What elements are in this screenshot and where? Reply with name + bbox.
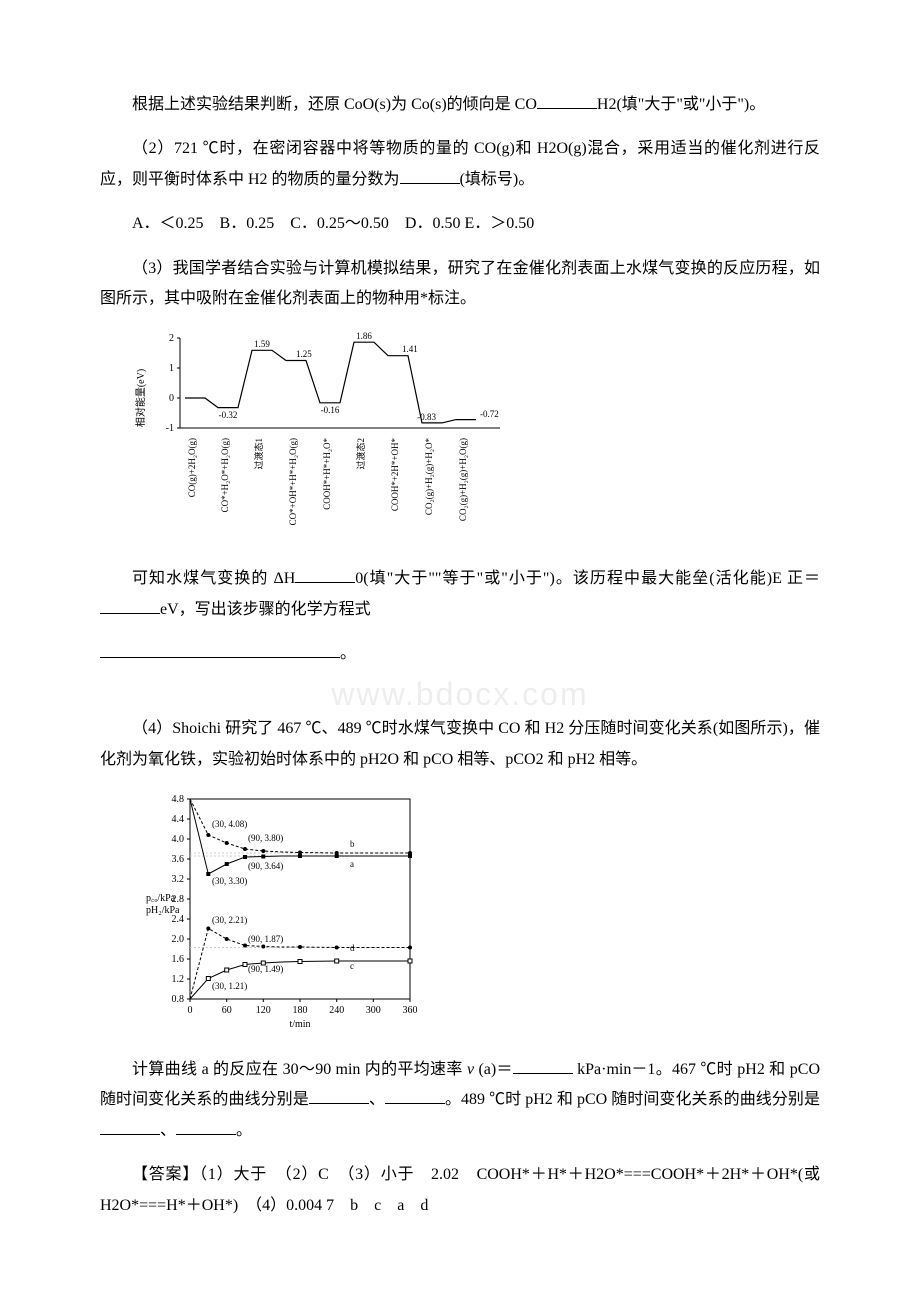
watermark: www.bdocx.com xyxy=(100,664,820,725)
svg-text:1.41: 1.41 xyxy=(402,344,418,354)
pressure-time-chart: 0.8 1.2 1.6 2.0 2.4 2.8 3.2 3.6 4.0 4.4 … xyxy=(140,789,440,1049)
chart1-ylabel: 相对能量(eV) xyxy=(134,369,147,427)
svg-text:CO(g)+2H₂O(g): CO(g)+2H₂O(g) xyxy=(187,438,197,497)
blank-5 xyxy=(100,641,340,658)
p4-text: （3）我国学者结合实验与计算机模拟结果，研究了在金催化剂表面上水煤气变换的反应历… xyxy=(100,260,820,307)
svg-text:(30, 3.30): (30, 3.30) xyxy=(212,876,247,886)
p7b: (a)＝ xyxy=(478,1061,512,1078)
p7d: 。489 ℃时 pH2 和 pCO 随时间变化关系的曲线分别是 xyxy=(445,1091,820,1108)
svg-text:4.4: 4.4 xyxy=(172,814,185,825)
svg-text:1.6: 1.6 xyxy=(172,954,185,965)
svg-text:(90, 3.64): (90, 3.64) xyxy=(248,861,283,871)
svg-text:-0.16: -0.16 xyxy=(321,405,340,415)
svg-text:120: 120 xyxy=(256,1005,271,1016)
answer-text: 【答案】（1）大于 （2）C （3）小于 2.02 COOH*＋H*＋H2O*=… xyxy=(100,1166,820,1213)
svg-text:3.2: 3.2 xyxy=(172,874,185,885)
svg-text:1.25: 1.25 xyxy=(296,349,312,359)
p1-post: H2(填"大于"或"小于")。 xyxy=(597,96,765,113)
chart2-ylabel2: pH₂/kPa xyxy=(146,905,180,916)
svg-text:COOH*+H*+H₂O*: COOH*+H*+H₂O* xyxy=(322,438,332,510)
paragraph-2: （2）721 ℃时，在密闭容器中将等物质的量的 CO(g)和 H2O(g)混合，… xyxy=(100,134,820,195)
watermark-text: www.bdocx.com xyxy=(331,676,588,712)
svg-text:0.8: 0.8 xyxy=(172,994,185,1005)
svg-text:300: 300 xyxy=(366,1005,381,1016)
p1-pre: 根据上述实验结果判断，还原 CoO(s)为 Co(s)的倾向是 CO xyxy=(132,96,537,113)
p2-tail: (填标号)。 xyxy=(460,171,535,188)
blank-6 xyxy=(513,1057,573,1074)
svg-text:(90, 3.80): (90, 3.80) xyxy=(248,833,283,843)
svg-text:180: 180 xyxy=(293,1005,308,1016)
options: A．＜0.25 B．0.25 C．0.25～0.50 D．0.50 E．＞0.5… xyxy=(132,215,534,232)
blank-9 xyxy=(100,1118,160,1135)
svg-text:360: 360 xyxy=(403,1005,418,1016)
blank-10 xyxy=(176,1118,236,1135)
svg-text:1.59: 1.59 xyxy=(254,339,270,349)
p7a: 计算曲线 a 的反应在 30～90 min 内的平均速率 xyxy=(132,1061,463,1078)
svg-text:(30, 1.21): (30, 1.21) xyxy=(212,981,247,991)
svg-text:3.6: 3.6 xyxy=(172,854,185,865)
svg-text:过渡态2: 过渡态2 xyxy=(355,438,366,470)
paragraph-4: （3）我国学者结合实验与计算机模拟结果，研究了在金催化剂表面上水煤气变换的反应历… xyxy=(100,254,820,315)
svg-text:CO₂(g)+H₂(g)+H₂O(g): CO₂(g)+H₂(g)+H₂O(g) xyxy=(458,438,468,521)
svg-text:(30, 2.21): (30, 2.21) xyxy=(212,915,247,925)
svg-text:t/min: t/min xyxy=(289,1019,310,1030)
svg-text:-0.72: -0.72 xyxy=(480,409,499,419)
p5c: eV，写出该步骤的化学方程式 xyxy=(160,601,371,618)
blank-1 xyxy=(537,92,597,109)
svg-text:1.86: 1.86 xyxy=(356,331,372,341)
p7f: 。 xyxy=(236,1122,252,1139)
chart2-ylabel1: p꜀ₒ/kPa xyxy=(146,893,176,904)
p5tail: 。 xyxy=(340,645,356,662)
page: 根据上述实验结果判断，还原 CoO(s)为 Co(s)的倾向是 CO H2(填"大… xyxy=(0,0,920,1295)
svg-text:COOH*+2H*+OH*: COOH*+2H*+OH* xyxy=(390,438,400,512)
paragraph-1: 根据上述实验结果判断，还原 CoO(s)为 Co(s)的倾向是 CO H2(填"大… xyxy=(100,90,820,120)
p7sep1: 、 xyxy=(369,1091,385,1108)
svg-text:-0.83: -0.83 xyxy=(417,412,436,422)
svg-text:240: 240 xyxy=(329,1005,344,1016)
svg-text:1.2: 1.2 xyxy=(172,974,185,985)
svg-text:-1: -1 xyxy=(166,423,174,434)
svg-text:1: 1 xyxy=(169,363,174,374)
svg-text:2: 2 xyxy=(169,333,174,344)
p7e: 、 xyxy=(160,1122,176,1139)
blank-8 xyxy=(385,1087,445,1104)
svg-text:0: 0 xyxy=(169,393,174,404)
paragraph-5: 可知水煤气变换的 ΔH 0(填"大于""等于"或"小于")。该历程中最大能垒(活化… xyxy=(100,564,820,625)
paragraph-3-options: A．＜0.25 B．0.25 C．0.25～0.50 D．0.50 E．＞0.5… xyxy=(100,209,820,239)
svg-text:CO₂(g)+H₂(g)+H₂O*: CO₂(g)+H₂(g)+H₂O* xyxy=(424,438,434,516)
svg-text:60: 60 xyxy=(222,1005,232,1016)
svg-text:(30, 4.08): (30, 4.08) xyxy=(212,819,247,829)
svg-text:0: 0 xyxy=(188,1005,193,1016)
svg-text:a: a xyxy=(350,859,354,869)
svg-text:b: b xyxy=(350,839,355,849)
energy-profile-chart: 2 1 0 -1 -0.32 1.59 1.25 -0.16 1.86 1.41… xyxy=(130,328,510,558)
svg-text:c: c xyxy=(350,961,354,971)
svg-text:CO*+OH*+H*+H₂O(g): CO*+OH*+H*+H₂O(g) xyxy=(288,438,298,525)
svg-text:4.8: 4.8 xyxy=(172,794,185,805)
p6-text: （4）Shoichi 研究了 467 ℃、489 ℃时水煤气变换中 CO 和 H… xyxy=(100,720,820,767)
p7v: v xyxy=(467,1061,474,1078)
svg-text:(90, 1.87): (90, 1.87) xyxy=(248,934,283,944)
svg-text:(90, 1.49): (90, 1.49) xyxy=(248,964,283,974)
svg-text:过渡态1: 过渡态1 xyxy=(253,438,264,470)
chart2-bg xyxy=(140,789,440,1049)
p5b: 0(填"大于""等于"或"小于")。该历程中最大能垒(活化能)E 正＝ xyxy=(355,570,820,587)
blank-3 xyxy=(295,566,355,583)
paragraph-7: 计算曲线 a 的反应在 30～90 min 内的平均速率 v (a)＝ kPa·… xyxy=(100,1055,820,1146)
blank-7 xyxy=(309,1087,369,1104)
svg-text:CO*+H₂O*+H₂O(g): CO*+H₂O*+H₂O(g) xyxy=(220,438,230,512)
answer: 【答案】（1）大于 （2）C （3）小于 2.02 COOH*＋H*＋H2O*=… xyxy=(100,1160,820,1221)
svg-text:4.0: 4.0 xyxy=(172,834,185,845)
svg-text:-0.32: -0.32 xyxy=(219,410,238,420)
blank-2 xyxy=(400,167,460,184)
blank-4 xyxy=(100,597,160,614)
p5a: 可知水煤气变换的 ΔH xyxy=(132,570,295,587)
svg-text:d: d xyxy=(350,943,355,953)
svg-text:2.0: 2.0 xyxy=(172,934,185,945)
